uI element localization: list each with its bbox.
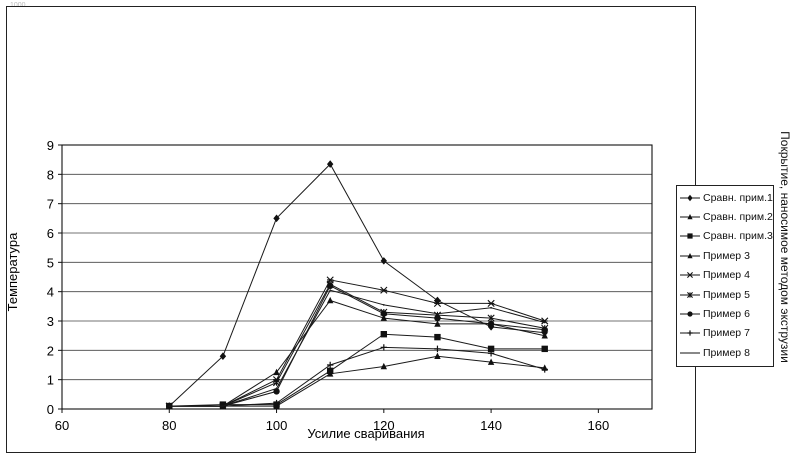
legend-label: Пример 7 bbox=[703, 327, 750, 339]
legend-label: Пример 3 bbox=[703, 250, 750, 262]
x-tick-label: 100 bbox=[266, 418, 288, 433]
y-tick-label: 8 bbox=[47, 167, 54, 182]
legend-swatch bbox=[679, 290, 701, 300]
legend-item: Пример 5 bbox=[679, 285, 771, 304]
data-point bbox=[381, 310, 387, 316]
data-point bbox=[542, 327, 548, 333]
legend-item: Пример 4 bbox=[679, 266, 771, 285]
legend-swatch bbox=[679, 328, 701, 338]
data-point bbox=[687, 331, 692, 336]
legend-label: Пример 5 bbox=[703, 289, 750, 301]
data-point bbox=[381, 287, 387, 293]
y-tick-label: 4 bbox=[47, 285, 54, 300]
legend-item: Сравн. прим.2 bbox=[679, 207, 771, 226]
series-line bbox=[169, 284, 544, 406]
data-point bbox=[329, 289, 331, 291]
y-tick-label: 6 bbox=[47, 226, 54, 241]
series-5 bbox=[166, 277, 548, 410]
series-6 bbox=[166, 281, 548, 409]
data-point bbox=[383, 304, 385, 306]
legend-swatch bbox=[679, 193, 701, 203]
side-title-text: Покрытие, наносимое методом экструзии bbox=[778, 131, 792, 363]
series-line bbox=[169, 280, 544, 406]
legend-swatch bbox=[679, 251, 701, 261]
legend-item: Пример 6 bbox=[679, 304, 771, 323]
data-point bbox=[276, 388, 278, 390]
data-point bbox=[381, 344, 387, 350]
data-point bbox=[168, 405, 170, 407]
data-point bbox=[687, 234, 692, 239]
x-tick-label: 60 bbox=[55, 418, 69, 433]
y-tick-label: 0 bbox=[47, 402, 54, 417]
data-point bbox=[687, 311, 692, 316]
axis-layer: 01234567896080100120140160 bbox=[47, 138, 652, 433]
data-point bbox=[437, 313, 439, 315]
legend-item: Пример 8 bbox=[679, 343, 771, 362]
x-tick-label: 160 bbox=[588, 418, 610, 433]
legend-item: Пример 3 bbox=[679, 246, 771, 265]
data-point bbox=[222, 405, 224, 407]
series-layer bbox=[166, 160, 548, 410]
data-point bbox=[434, 346, 440, 352]
y-tick-label: 2 bbox=[47, 343, 54, 358]
data-point bbox=[490, 307, 492, 309]
legend-label: Сравн. прим.3 bbox=[703, 230, 773, 242]
legend-label: Пример 6 bbox=[703, 308, 750, 320]
y-tick-label: 3 bbox=[47, 314, 54, 329]
x-axis-label: Усилие сваривания bbox=[307, 426, 424, 441]
data-point bbox=[327, 297, 333, 303]
data-point bbox=[542, 346, 548, 352]
y-tick-label: 7 bbox=[47, 197, 54, 212]
data-point bbox=[687, 273, 692, 278]
data-point bbox=[381, 331, 387, 337]
data-point bbox=[488, 300, 494, 306]
legend-item: Сравн. прим.3 bbox=[679, 227, 771, 246]
legend-swatch bbox=[679, 270, 701, 280]
grid-layer bbox=[62, 145, 652, 380]
plot-area-border bbox=[62, 145, 652, 409]
legend-item: Сравн. прим.1 bbox=[679, 188, 771, 207]
data-point bbox=[327, 362, 333, 368]
data-point bbox=[434, 334, 440, 340]
legend-swatch bbox=[679, 231, 701, 241]
data-point bbox=[327, 283, 333, 289]
legend-swatch bbox=[679, 212, 701, 222]
data-point bbox=[434, 353, 440, 359]
legend-swatch bbox=[679, 309, 701, 319]
y-tick-label: 9 bbox=[47, 138, 54, 153]
data-point bbox=[327, 368, 333, 374]
y-tick-label: 5 bbox=[47, 255, 54, 270]
series-2 bbox=[166, 353, 548, 409]
side-title: Покрытие, наносимое методом экструзии bbox=[772, 45, 798, 449]
y-axis-label: Температура bbox=[5, 232, 20, 312]
x-tick-label: 80 bbox=[162, 418, 176, 433]
legend-swatch bbox=[679, 348, 701, 358]
x-tick-label: 140 bbox=[480, 418, 502, 433]
legend-item: Пример 7 bbox=[679, 324, 771, 343]
data-point bbox=[434, 315, 440, 321]
y-tick-label: 1 bbox=[47, 373, 54, 388]
series-line bbox=[169, 356, 544, 406]
legend-label: Сравн. прим.2 bbox=[703, 211, 773, 223]
chart-legend: Сравн. прим.1 Сравн. прим.2 Сравн. прим.3 П… bbox=[676, 185, 774, 367]
data-point bbox=[544, 322, 546, 324]
legend-label: Сравн. прим.1 bbox=[703, 192, 773, 204]
data-point bbox=[381, 257, 387, 265]
data-point bbox=[687, 194, 692, 200]
legend-label: Пример 4 bbox=[703, 269, 750, 281]
legend-label: Пример 8 bbox=[703, 347, 750, 359]
data-point bbox=[488, 321, 494, 327]
